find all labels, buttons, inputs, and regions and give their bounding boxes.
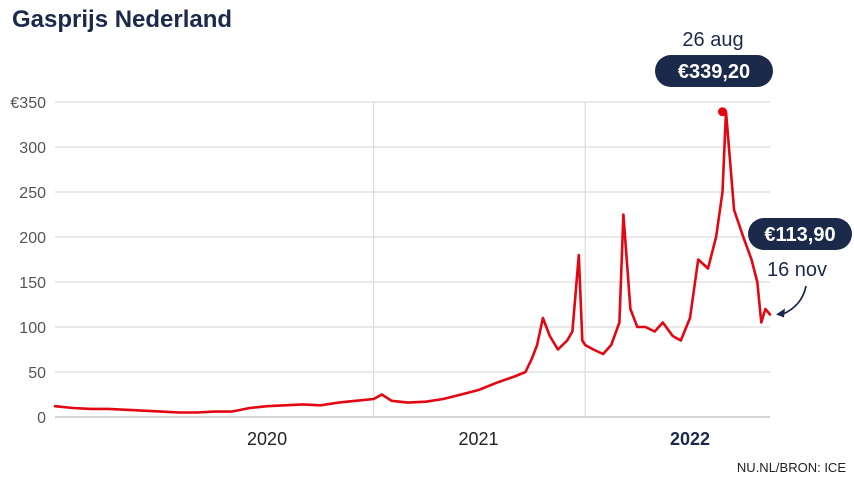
arrow-line bbox=[781, 285, 807, 316]
series-layer bbox=[53, 110, 772, 414]
y-tick-label: 0 bbox=[37, 410, 46, 427]
source-credit: NU.NL/BRON: ICE bbox=[736, 460, 846, 475]
x-tick-label: 2022 bbox=[670, 429, 710, 449]
peak-value-pill bbox=[655, 55, 773, 87]
annotations-layer: 26 aug €339,20 €113,90 16 nov bbox=[655, 29, 852, 318]
series-line bbox=[53, 110, 772, 414]
y-tick-label: 250 bbox=[19, 185, 46, 202]
peak-marker bbox=[717, 107, 727, 117]
y-tick-label: €350 bbox=[10, 95, 46, 112]
arrow-head bbox=[776, 308, 785, 318]
y-tick-label: 300 bbox=[19, 140, 46, 157]
grid-lines bbox=[55, 101, 770, 418]
last-date-label: 16 nov bbox=[767, 259, 827, 281]
y-tick-label: 100 bbox=[19, 320, 46, 337]
y-tick-label: 50 bbox=[28, 365, 46, 382]
last-value-pill bbox=[748, 218, 852, 250]
x-axis: 2020 2021 2022 bbox=[247, 429, 710, 449]
last-value-label: €113,90 bbox=[764, 224, 835, 246]
y-axis: €350 300 250 200 150 100 50 0 bbox=[10, 95, 46, 427]
y-tick-label: 150 bbox=[19, 275, 46, 292]
peak-date-label: 26 aug bbox=[682, 29, 743, 51]
y-tick-label: 200 bbox=[19, 230, 46, 247]
x-tick-label: 2021 bbox=[459, 429, 499, 449]
peak-value-label: €339,20 bbox=[678, 61, 750, 83]
chart-title: Gasprijs Nederland bbox=[12, 6, 233, 33]
x-tick-label: 2020 bbox=[247, 429, 287, 449]
